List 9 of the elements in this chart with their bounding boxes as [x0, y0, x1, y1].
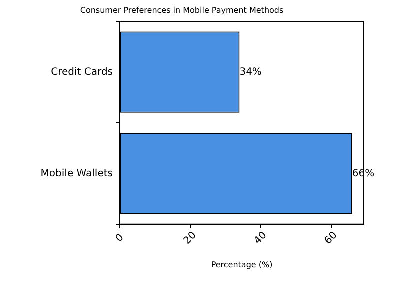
x-tick-label: 20 — [182, 230, 199, 247]
x-tick-label: 60 — [322, 230, 340, 247]
data-label: 34% — [240, 66, 262, 78]
chart-title: Consumer Preferences in Mobile Payment Methods — [80, 6, 284, 15]
x-axis-title: Percentage (%) — [211, 260, 273, 270]
x-tick-label: 40 — [252, 230, 270, 247]
y-tick-label: Mobile Wallets — [40, 168, 113, 180]
y-tick-label: Credit Cards — [51, 66, 113, 78]
x-tick-label: 0 — [114, 232, 126, 245]
